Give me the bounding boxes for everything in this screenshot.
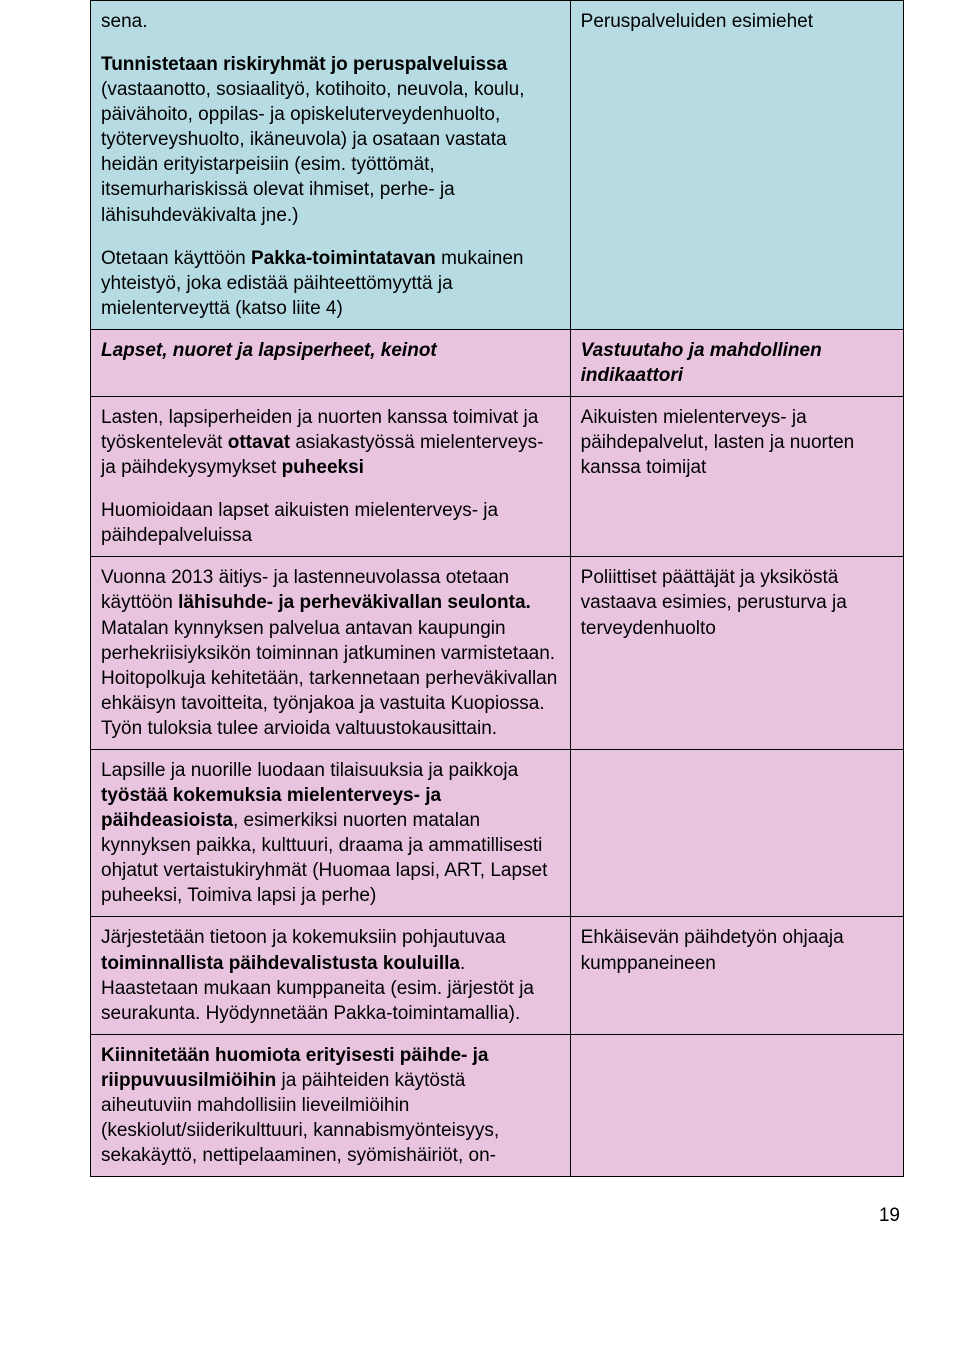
paragraph: sena.: [101, 9, 560, 34]
text-run: Peruspalveluiden esimiehet: [581, 11, 813, 32]
paragraph: Tunnistetaan riskiryhmät jo peruspalvelu…: [101, 52, 560, 228]
paragraph: Huomioidaan lapset aikuisten mielenterve…: [101, 498, 560, 548]
left-cell: Järjestetään tietoon ja kokemuksiin pohj…: [91, 917, 571, 1034]
left-cell: Lasten, lapsiperheiden ja nuorten kanssa…: [91, 397, 571, 557]
table-row: Lapset, nuoret ja lapsiperheet, keinot Va…: [91, 329, 904, 396]
left-cell: sena. Tunnistetaan riskiryhmät jo peruspa…: [91, 1, 571, 330]
table-row: Järjestetään tietoon ja kokemuksiin pohj…: [91, 917, 904, 1034]
paragraph: Lasten, lapsiperheiden ja nuorten kanssa…: [101, 405, 560, 480]
text-run: lähisuhde- ja perheväkivallan seulonta.: [178, 592, 531, 613]
right-cell: Vastuutaho ja mahdollinen indikaattori: [570, 329, 903, 396]
content-table: sena. Tunnistetaan riskiryhmät jo peruspa…: [90, 0, 904, 1177]
text-run: Lapsille ja nuorille luodaan tilaisuuksi…: [101, 760, 518, 781]
right-cell: [570, 749, 903, 916]
paragraph: Aikuisten mielenterveys- ja päihdepalvel…: [581, 405, 893, 480]
text-run: Aikuisten mielenterveys- ja päihdepalvel…: [581, 407, 855, 478]
text-run: Järjestetään tietoon ja kokemuksiin pohj…: [101, 927, 506, 948]
right-cell: Ehkäisevän päihdetyön ohjaaja kumppanein…: [570, 917, 903, 1034]
text-run: toiminnallista päihdevalistusta kouluill…: [101, 953, 460, 974]
paragraph: Lapset, nuoret ja lapsiperheet, keinot: [101, 338, 560, 363]
paragraph: Lapsille ja nuorille luodaan tilaisuuksi…: [101, 758, 560, 908]
text-run: Lapset, nuoret ja lapsiperheet, keinot: [101, 340, 437, 361]
paragraph: Järjestetään tietoon ja kokemuksiin pohj…: [101, 925, 560, 1025]
page-number: 19: [90, 1203, 904, 1228]
text-run: Poliittiset päättäjät ja yksiköstä vasta…: [581, 567, 847, 638]
table-row: Kiinnitetään huomiota erityisesti päihde…: [91, 1034, 904, 1176]
text-run: Ehkäisevän päihdetyön ohjaaja kumppanein…: [581, 927, 844, 973]
table-row: Lasten, lapsiperheiden ja nuorten kanssa…: [91, 397, 904, 557]
table-row: Lapsille ja nuorille luodaan tilaisuuksi…: [91, 749, 904, 916]
text-run: Otetaan käyttöön: [101, 248, 251, 269]
left-cell: Lapsille ja nuorille luodaan tilaisuuksi…: [91, 749, 571, 916]
right-cell: [570, 1034, 903, 1176]
table-body: sena. Tunnistetaan riskiryhmät jo peruspa…: [91, 1, 904, 1177]
paragraph: Otetaan käyttöön Pakka-toimintatavan muk…: [101, 246, 560, 321]
table-row: Vuonna 2013 äitiys- ja lastenneuvolassa …: [91, 557, 904, 750]
right-cell: Aikuisten mielenterveys- ja päihdepalvel…: [570, 397, 903, 557]
text-run: Matalan kynnyksen palvelua antavan kaupu…: [101, 618, 557, 739]
paragraph: Peruspalveluiden esimiehet: [581, 9, 893, 34]
paragraph: Kiinnitetään huomiota erityisesti päihde…: [101, 1043, 560, 1168]
paragraph: Ehkäisevän päihdetyön ohjaaja kumppanein…: [581, 925, 893, 975]
left-cell: Vuonna 2013 äitiys- ja lastenneuvolassa …: [91, 557, 571, 750]
left-cell: Lapset, nuoret ja lapsiperheet, keinot: [91, 329, 571, 396]
text-run: puheeksi: [282, 457, 364, 478]
text-run: Tunnistetaan riskiryhmät jo peruspalvelu…: [101, 54, 507, 75]
text-run: Huomioidaan lapset aikuisten mielenterve…: [101, 500, 498, 546]
left-cell: Kiinnitetään huomiota erityisesti päihde…: [91, 1034, 571, 1176]
paragraph: Vuonna 2013 äitiys- ja lastenneuvolassa …: [101, 565, 560, 741]
paragraph: Vastuutaho ja mahdollinen indikaattori: [581, 338, 893, 388]
text-run: sena.: [101, 11, 147, 32]
right-cell: Poliittiset päättäjät ja yksiköstä vasta…: [570, 557, 903, 750]
text-run: (vastaanotto, sosiaalityö, kotihoito, ne…: [101, 79, 525, 225]
table-row: sena. Tunnistetaan riskiryhmät jo peruspa…: [91, 1, 904, 330]
text-run: Pakka-toimintatavan: [251, 248, 436, 269]
text-run: ottavat: [228, 432, 290, 453]
text-run: Vastuutaho ja mahdollinen indikaattori: [581, 340, 822, 386]
paragraph: Poliittiset päättäjät ja yksiköstä vasta…: [581, 565, 893, 640]
right-cell: Peruspalveluiden esimiehet: [570, 1, 903, 330]
